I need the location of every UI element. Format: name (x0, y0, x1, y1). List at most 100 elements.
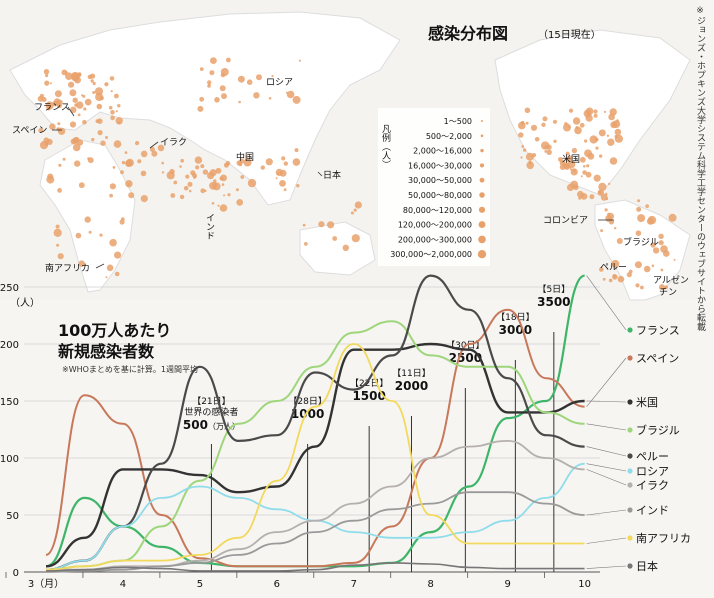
case-dot (589, 135, 598, 144)
case-dot (190, 170, 196, 176)
case-dot (57, 122, 61, 126)
case-dot (117, 121, 121, 125)
case-dot (245, 155, 249, 159)
legend-entry-spain: スペイン (636, 352, 679, 365)
case-dot (253, 92, 260, 99)
case-dot (647, 215, 657, 225)
case-dot (617, 275, 625, 283)
milestone-value: 2000 (395, 379, 428, 393)
case-dot (275, 168, 283, 176)
case-dot (38, 128, 44, 133)
case-dot (265, 158, 273, 166)
legend-dot (480, 148, 484, 153)
case-dot (209, 169, 217, 177)
map-label-russia: ロシア (266, 78, 293, 88)
case-dot (46, 175, 55, 184)
case-dot (115, 117, 123, 125)
case-dot (45, 73, 49, 78)
case-dot (92, 81, 96, 86)
case-dot (608, 182, 611, 185)
case-dot (56, 243, 60, 247)
case-dot (564, 122, 568, 126)
case-dot (585, 171, 592, 178)
case-dot (151, 150, 158, 157)
case-dot (298, 59, 301, 62)
legend-leader (586, 537, 627, 544)
case-dot (70, 138, 77, 145)
map-leader-iraq (149, 141, 159, 149)
case-dot (518, 132, 524, 138)
case-dot (194, 175, 197, 178)
case-dot (170, 193, 176, 198)
map-label-spain: スペイン (12, 126, 47, 136)
map-label-china: 中国 (236, 151, 254, 163)
x-tick-label: 9 (504, 579, 510, 590)
milestone-value: 3500 (537, 295, 570, 309)
legend-marker-usa (627, 399, 633, 405)
case-dot (598, 190, 602, 194)
case-dot (570, 168, 578, 176)
case-dot (113, 140, 122, 148)
milestone-date: 【11日】 (392, 368, 430, 379)
case-dot (530, 124, 538, 131)
series-line-iraq (46, 440, 585, 571)
case-dot (563, 123, 571, 132)
case-dot (75, 232, 82, 239)
africa-landmass (39, 139, 136, 293)
case-dot (546, 149, 552, 155)
y-tick-label: 0 (13, 568, 19, 579)
case-dot (658, 240, 664, 246)
case-dot (84, 216, 91, 223)
case-dot (41, 97, 47, 102)
case-dot (534, 137, 540, 142)
map-leader-france (67, 106, 75, 117)
case-dot (74, 160, 81, 167)
eurasia-landmass (9, 11, 401, 206)
legend-entry-south_africa: 南アフリカ (636, 532, 691, 545)
case-dot (275, 177, 278, 180)
case-dot (49, 123, 56, 130)
legend-entry-france: フランス (636, 324, 680, 337)
series-line-india (45, 491, 585, 573)
case-dot (553, 139, 557, 143)
legend-marker-india (627, 507, 633, 513)
case-dot (221, 183, 225, 186)
case-dot (69, 121, 77, 128)
legend-dot (481, 120, 483, 122)
case-dot (110, 90, 113, 93)
case-dot (44, 80, 50, 86)
case-dot (302, 223, 306, 227)
case-dot (607, 138, 615, 146)
line-chart: 0 50 100 150 200 250 3（月） 4 5 6 7 8 9 10 【21日】世界の感染者… (0, 274, 691, 590)
case-dot (109, 238, 117, 247)
case-dot (542, 116, 548, 122)
case-dot (197, 105, 204, 112)
legend-leader (586, 400, 627, 403)
legend-leader (586, 469, 627, 486)
case-dot (209, 181, 217, 190)
map-labels: フランス スペイン イラク ロシア 中国 日本 インド 南アフリカ 米国 コロン… (12, 78, 689, 298)
case-dot (56, 100, 60, 103)
case-dot (635, 283, 640, 288)
legend-leader (586, 446, 627, 457)
legend-entry-usa: 米国 (636, 396, 658, 409)
case-dot (645, 204, 649, 209)
case-dot (260, 165, 265, 170)
case-dot (526, 161, 534, 170)
case-dot (105, 276, 108, 279)
case-dot (342, 244, 349, 251)
case-dot (58, 163, 62, 167)
case-dot (127, 183, 130, 186)
case-dot (220, 68, 229, 76)
case-dot (114, 271, 120, 277)
case-dot (652, 247, 660, 254)
case-dot (283, 161, 288, 166)
case-dot (599, 267, 604, 272)
case-dot (552, 119, 558, 124)
case-dot (580, 175, 583, 178)
case-dot (559, 164, 566, 171)
case-dot (202, 169, 209, 175)
case-dot (240, 175, 245, 179)
legend-marker-iraq (627, 482, 633, 488)
